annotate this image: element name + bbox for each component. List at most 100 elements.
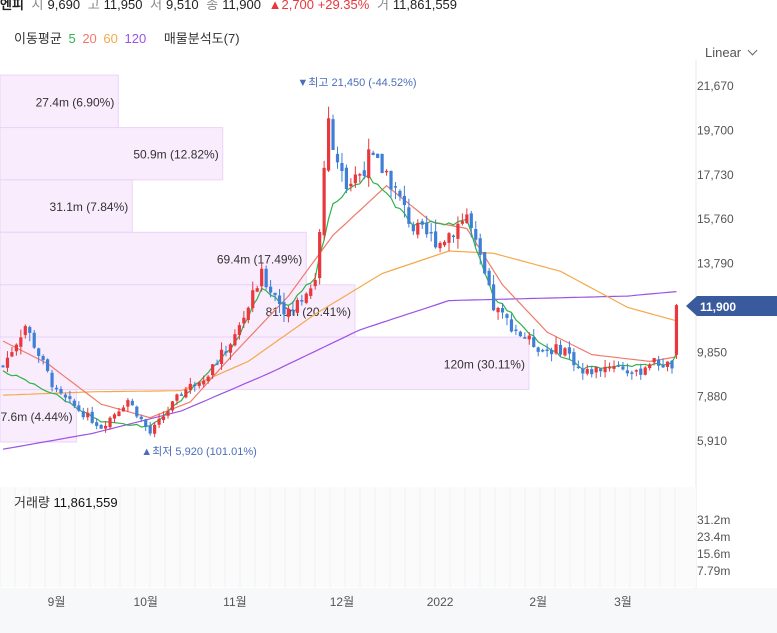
close-label: 종 bbox=[206, 0, 219, 12]
candle-body bbox=[121, 407, 126, 412]
price-tick-label: 17,730 bbox=[697, 168, 734, 182]
candle-body bbox=[41, 356, 45, 360]
candle-body bbox=[558, 344, 563, 355]
candle-body bbox=[77, 405, 81, 411]
open-label: 시 bbox=[31, 0, 44, 12]
candle-body bbox=[402, 195, 406, 206]
volume-profile-label[interactable]: 매물분석도(7) bbox=[163, 31, 240, 46]
price-tick-label: 13,790 bbox=[697, 257, 734, 271]
time-axis: 9월 10월 11월 12월 2022 2월 3월 bbox=[0, 588, 777, 633]
candle-body bbox=[536, 347, 540, 352]
change-value: ▲2,700 +29.35% bbox=[268, 0, 370, 12]
volume-panel-title: 거래량 bbox=[14, 495, 50, 510]
candle-body bbox=[532, 337, 536, 348]
candle-body bbox=[309, 288, 313, 296]
candle-body bbox=[335, 153, 340, 163]
candle-body bbox=[505, 314, 509, 318]
candle-body bbox=[554, 344, 558, 354]
candles bbox=[1, 106, 679, 438]
ma-legend[interactable]: 이동평균 5 20 60 120 매물분석도(7) bbox=[14, 28, 243, 47]
candle-body bbox=[487, 270, 491, 286]
candle-body bbox=[14, 344, 18, 352]
candle-body bbox=[545, 349, 549, 352]
volume-profile-bar bbox=[0, 336, 530, 391]
time-tick-label: 3월 bbox=[614, 595, 632, 609]
price-tick-label: 5,910 bbox=[697, 434, 727, 448]
candle-body bbox=[1, 365, 5, 368]
candle-body bbox=[362, 170, 366, 176]
candle-body bbox=[607, 366, 612, 369]
candle-body bbox=[407, 207, 411, 224]
candle-body bbox=[322, 167, 326, 236]
price-axis: 21,670 19,700 17,730 15,760 13,790 9,850 7,880… bbox=[695, 60, 734, 590]
candle-body bbox=[438, 242, 442, 249]
price-summary: 엔피 시 9,690 고 11,950 저 9,510 종 11,900 ▲2,700 … bbox=[0, 0, 461, 14]
candle-body bbox=[674, 305, 679, 355]
candle-body bbox=[251, 290, 255, 309]
candle-body bbox=[665, 361, 670, 367]
candle-body bbox=[523, 337, 527, 339]
candle-body bbox=[639, 368, 643, 375]
stock-name: 엔피 bbox=[0, 0, 24, 12]
candle-body bbox=[429, 232, 433, 234]
candle-body bbox=[652, 358, 656, 363]
candle-body bbox=[246, 307, 250, 320]
candle-body bbox=[37, 348, 41, 356]
low-label: 저 bbox=[150, 0, 163, 12]
candle-body bbox=[478, 238, 482, 255]
candle-body bbox=[630, 372, 634, 374]
candle-body bbox=[371, 152, 375, 156]
volume-profile-bar bbox=[0, 74, 119, 129]
ma5-label: 5 bbox=[68, 31, 76, 46]
time-tick-label: 2월 bbox=[529, 595, 547, 609]
candle-body bbox=[90, 411, 94, 423]
candle-body bbox=[465, 214, 469, 223]
candle-body bbox=[603, 366, 607, 373]
candle-body bbox=[54, 387, 59, 390]
candle-body bbox=[126, 400, 130, 407]
volume-tick-label: 15.6m bbox=[697, 547, 730, 561]
ma-title: 이동평균 bbox=[14, 31, 62, 46]
candle-body bbox=[108, 417, 112, 428]
candle-body bbox=[389, 170, 393, 190]
time-tick-label: 9월 bbox=[48, 595, 66, 609]
volume-label-short: 거 bbox=[376, 0, 389, 12]
candle-body bbox=[393, 186, 398, 188]
low-value: 9,510 bbox=[166, 0, 199, 12]
candle-body bbox=[425, 222, 429, 235]
low-annotation: ▲최저 5,920 (101.01%) bbox=[141, 445, 257, 458]
candle-body bbox=[549, 349, 554, 355]
ma20-line bbox=[2, 184, 677, 419]
volume-panel-value: 11,861,559 bbox=[53, 495, 118, 510]
open-value: 9,690 bbox=[47, 0, 81, 12]
candle-body bbox=[509, 319, 514, 332]
candle-body bbox=[661, 365, 665, 368]
volume-profile-label: 27.4m (6.90%) bbox=[36, 95, 115, 109]
volume-tick-label: 31.2m bbox=[697, 513, 730, 527]
volume-profile-bar bbox=[0, 127, 224, 181]
scale-selector[interactable]: Linear bbox=[705, 45, 758, 60]
volume-value: 11,861,559 bbox=[392, 0, 458, 12]
candle-body bbox=[398, 190, 402, 197]
candle-body bbox=[380, 153, 384, 173]
time-tick-label: 10월 bbox=[134, 595, 158, 609]
candle-body bbox=[277, 295, 282, 304]
scale-label: Linear bbox=[705, 45, 742, 60]
candle-body bbox=[139, 416, 143, 420]
candle-body bbox=[447, 233, 451, 243]
candle-body bbox=[23, 326, 27, 336]
candle-body bbox=[117, 411, 121, 416]
volume-profile-label: 69.4m (17.49%) bbox=[217, 253, 302, 267]
candle-body bbox=[50, 372, 54, 388]
candle-body bbox=[10, 352, 14, 357]
price-tick-label: 21,670 bbox=[697, 79, 734, 93]
candle-body bbox=[28, 327, 32, 333]
ma120-line bbox=[2, 291, 677, 450]
candle-body bbox=[376, 153, 380, 158]
candle-body bbox=[161, 416, 166, 421]
volume-profile-bar bbox=[0, 179, 133, 233]
candle-body bbox=[384, 170, 389, 173]
candle-body bbox=[86, 412, 90, 418]
time-tick-label: 12월 bbox=[330, 595, 354, 609]
